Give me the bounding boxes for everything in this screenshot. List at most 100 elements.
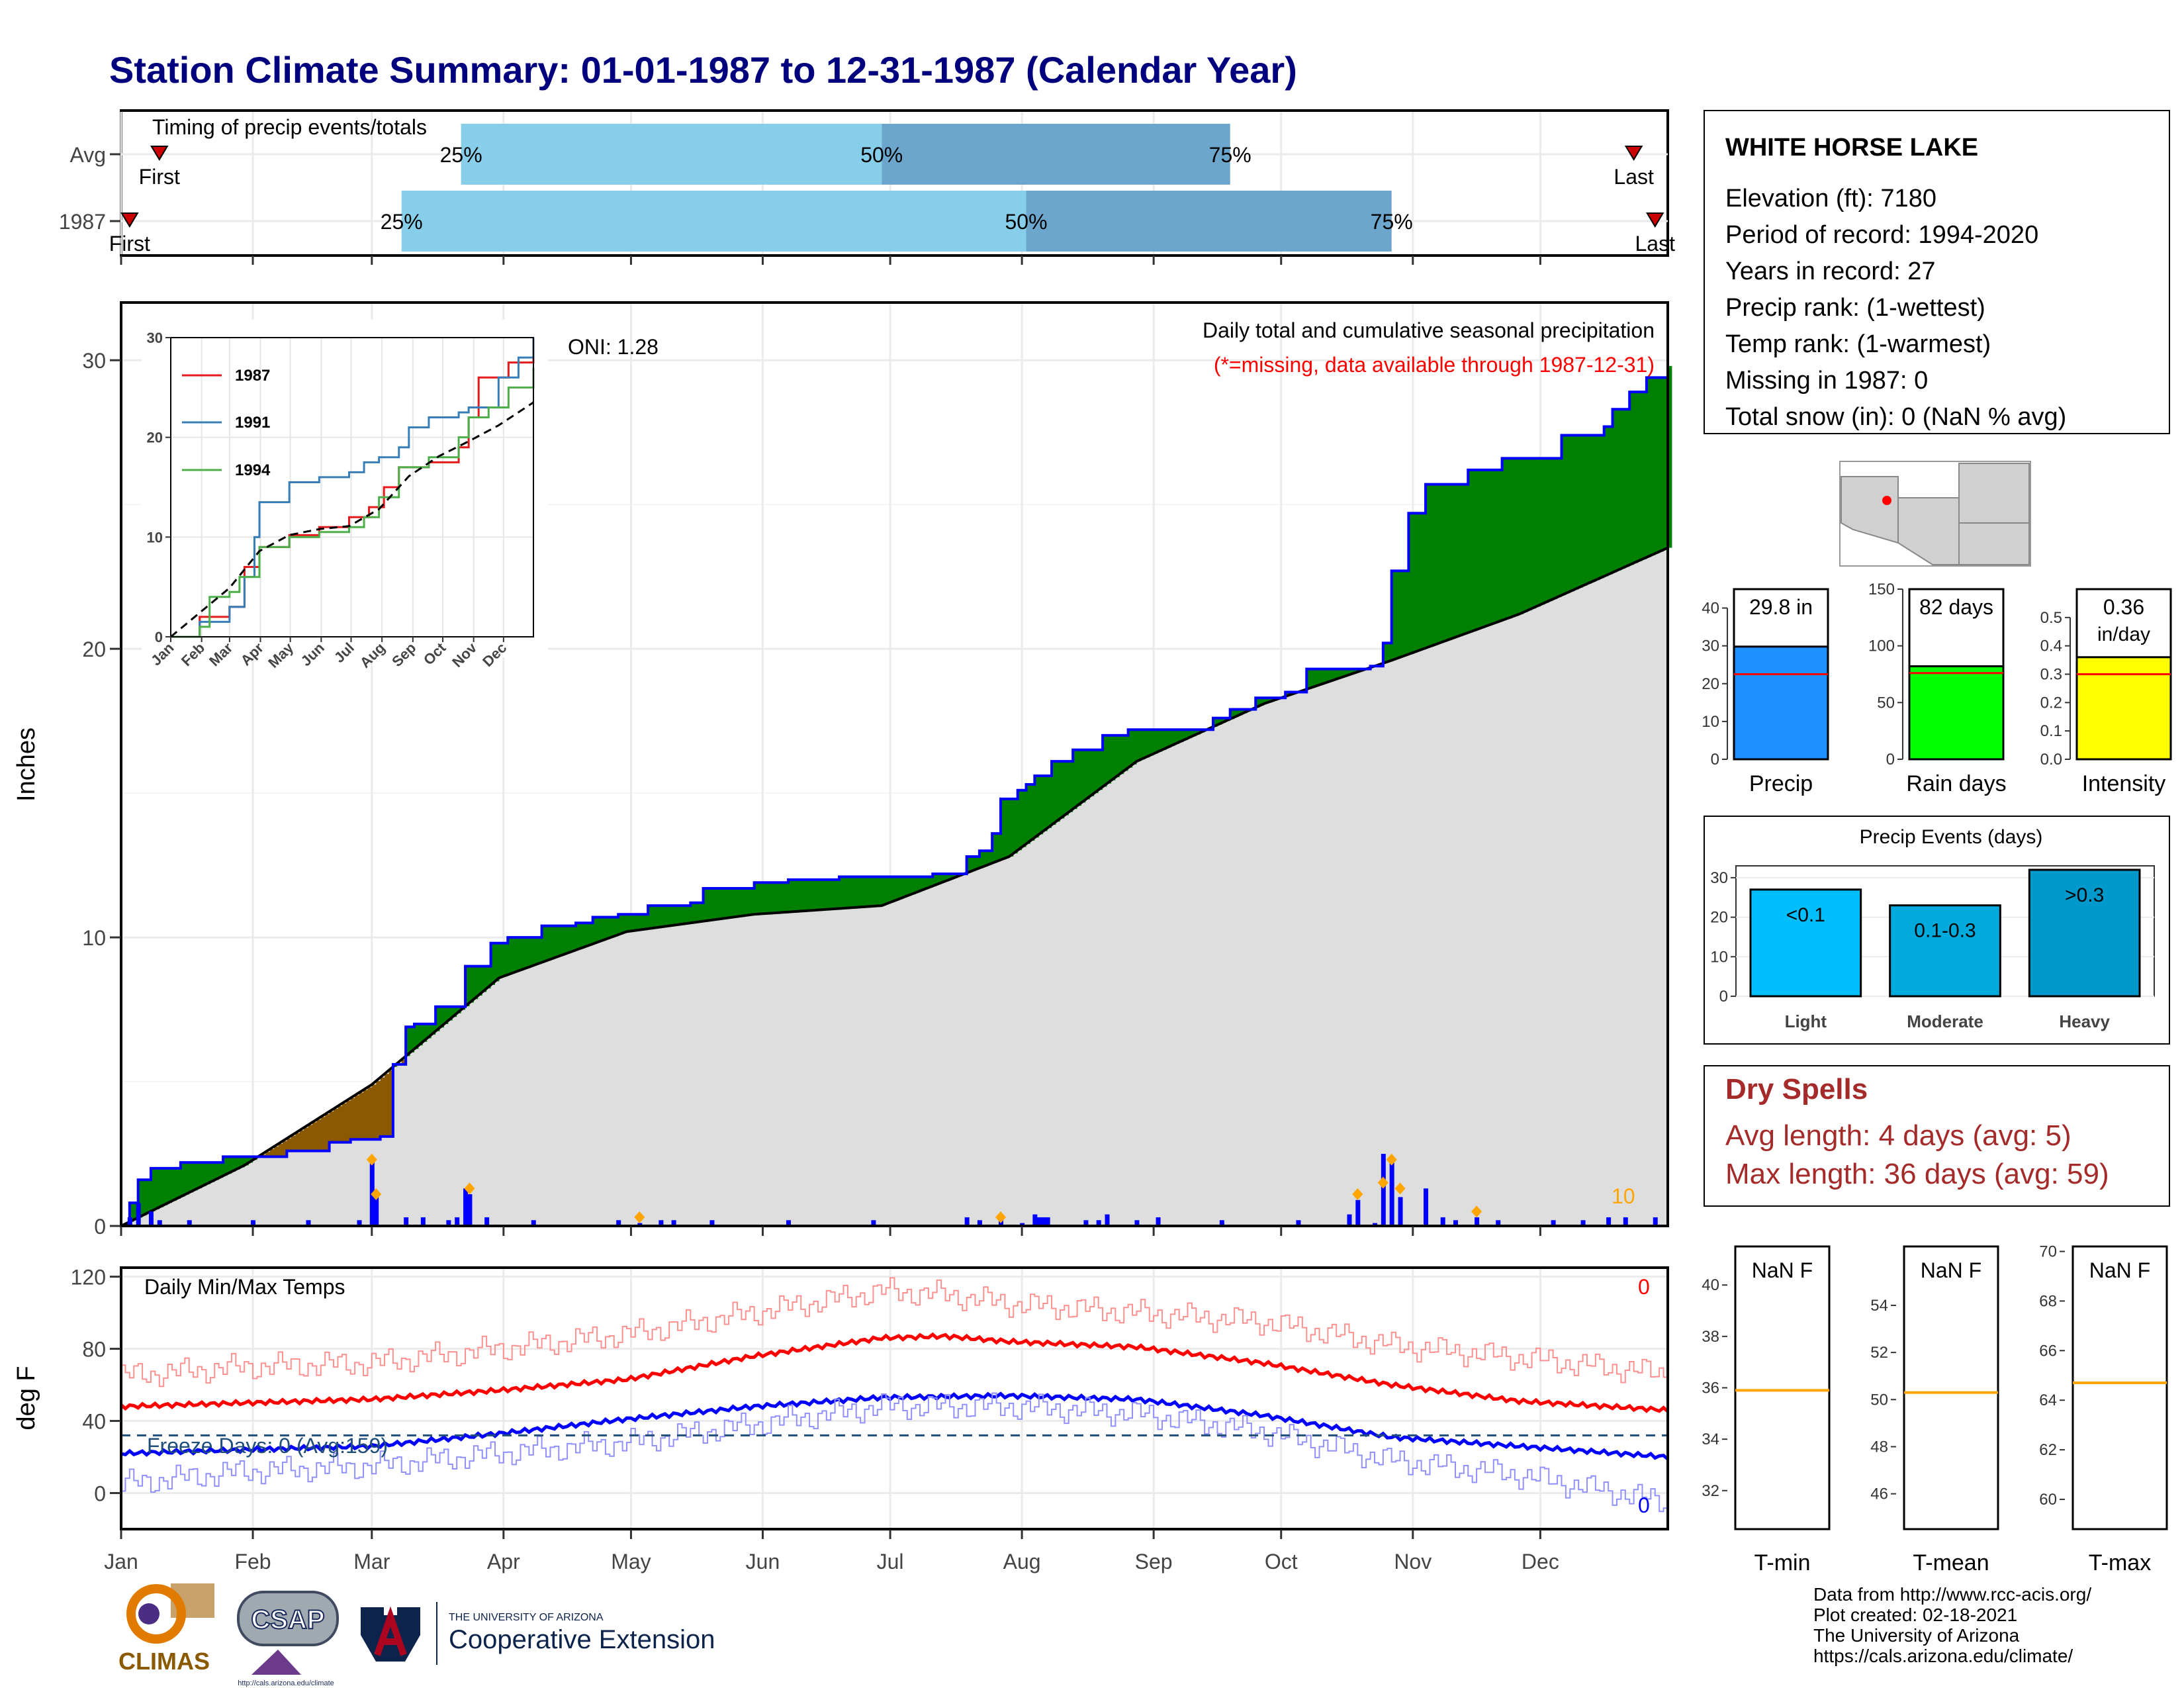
t-max-chart: 60 62 64 66 68 70 NaN F T-max [2039,1243,2168,1575]
temp-y-label: deg F [13,1366,40,1430]
month-label: Nov [1394,1550,1432,1573]
precip-total-bar [1733,645,1829,761]
daily-precip-bar [871,1220,876,1226]
daily-precip-bar [455,1217,460,1226]
daily-precip-bar [127,1217,132,1226]
temp-chart: 0 40 80 120 Daily Min/Max Temps Freeze Days… [13,1266,1669,1573]
inset-legend-label: 1987 [235,367,270,385]
timing-last-label: Last [1614,165,1654,189]
t-min-value-label: NaN F [1752,1258,1813,1282]
t-min-outline [1734,1245,1831,1530]
daily-precip-bar [637,1223,643,1226]
precip-events-title: Precip Events (days) [1860,826,2043,848]
events-ytick-label: 0 [1719,988,1728,1006]
dry-spells-frame [1704,1065,2170,1207]
daily-precip-bar [1083,1220,1089,1226]
rain-days-ytick-label: 100 [1868,637,1895,655]
daily-precip-bar [616,1220,621,1226]
extreme-precip-marker [371,1188,382,1201]
precip-total-ytick-label: 0 [1711,751,1719,769]
station-frame [1704,110,2170,434]
month-label: May [611,1550,651,1573]
precip-ytick-label: 30 [82,349,106,373]
daily-precip-bar [251,1220,256,1226]
footer-line: Data from http://www.rcc-acis.org/ [1813,1584,2091,1605]
precip-total-label: Precip [1749,771,1813,796]
daily-precip-bar [1045,1217,1050,1226]
timing-p25-label: 25% [440,143,482,167]
daily-precip-bar [1496,1220,1501,1226]
month-label: Feb [234,1550,271,1573]
footer-line: The University of Arizona [1813,1625,2020,1646]
rain-days-ytick-label: 50 [1877,694,1895,712]
locator-map [1839,461,2031,567]
rain-days-value-label: 82 days [1919,595,1993,619]
rain-days-label: Rain days [1906,771,2006,796]
rain-days-bar [1908,665,2005,761]
intensity-ytick-label: 0.4 [2040,637,2062,655]
precip-ytick-label: 0 [94,1215,106,1239]
daily-precip-bar [467,1194,473,1226]
precip-y-ticks: 0 10 20 30 [82,349,1541,1239]
rain-days-chart: 0 50 100 150 82 days Rain days [1868,581,2007,796]
intensity-bar [2075,656,2172,761]
ua-line2: Cooperative Extension [449,1625,715,1654]
timing-panel: Timing of precip events/totals Avg 25% 50%… [59,109,1675,265]
intensity-ytick-label: 0.0 [2040,751,2062,769]
t-mean-outline [1903,1245,1999,1530]
precip-total-ytick-label: 40 [1702,600,1719,618]
daily-precip-bar [1347,1214,1352,1226]
climas-logo: CLIMAS [118,1583,214,1675]
temp-ytick-label: 0 [94,1482,106,1506]
extreme-precip-marker [1471,1205,1482,1218]
intensity-label: Intensity [2082,771,2166,796]
extreme-precip-marker [1386,1153,1397,1166]
t-max-value-label: NaN F [2089,1258,2150,1282]
precip-chart: 0 10 20 30 Inches ONI: 1.28 Daily total and… [13,301,1672,1239]
daily-precip-bar [463,1188,469,1226]
dry-spells-max: Max length: 36 days (avg: 59) [1725,1158,2109,1190]
month-label: Jul [877,1550,904,1573]
inset-background [142,320,548,657]
month-label: Oct [1265,1550,1298,1573]
t-mean-ytick-label: 54 [1870,1297,1888,1315]
daily-precip-bar [148,1211,154,1226]
avg-cumulative-line [120,546,1668,1227]
min-extreme-count: 0 [1638,1493,1650,1517]
t-max-ytick-label: 64 [2039,1391,2057,1409]
extreme-precip-marker [1377,1176,1388,1189]
daily-precip-bar [1355,1199,1361,1226]
extreme-count: 10 [1612,1184,1635,1208]
t-min-chart: 32 34 36 38 40 NaN F T-min [1702,1245,1831,1575]
t-min-label: T-min [1754,1550,1811,1575]
temp-ytick-label: 40 [82,1410,106,1434]
daily-precip-bar [1440,1217,1445,1226]
daily-precip-bar [357,1220,362,1226]
freeze-days-label: Freeze Days: 0 (Avg:159) [147,1434,388,1458]
intensity-ytick-label: 0.1 [2040,722,2062,740]
timing-bar-lower [461,124,882,185]
daily-precip-bar [1156,1217,1161,1226]
precip-ytick-label: 20 [82,637,106,661]
precip-ytick-label: 10 [82,926,106,950]
daily-precip-bar [531,1220,536,1226]
events-ytick-label: 20 [1710,909,1728,927]
t-max-ytick-label: 60 [2039,1491,2057,1509]
extreme-precip-marker [1352,1188,1363,1201]
precip-y-label: Inches [13,727,40,802]
inset-ytick-label: 30 [147,330,163,346]
t-min-ytick-label: 38 [1702,1328,1719,1346]
month-label: Apr [487,1550,520,1573]
dry-spells-box: Dry Spells Avg length: 4 days (avg: 5) M… [1704,1065,2170,1207]
ua-letter-a [374,1606,407,1656]
extreme-precip-marker [634,1211,645,1223]
extreme-precip-marker [1394,1182,1406,1195]
daily-precip-bar [446,1220,451,1226]
precip-subtitle: Daily total and cumulative seasonal prec… [1203,318,1655,342]
max-extreme-count: 0 [1638,1275,1650,1299]
daily-precip-bar [1372,1223,1377,1226]
timing-first-label: First [139,165,180,189]
climas-logo-text: CLIMAS [118,1648,210,1675]
month-label: Sep [1135,1550,1173,1573]
